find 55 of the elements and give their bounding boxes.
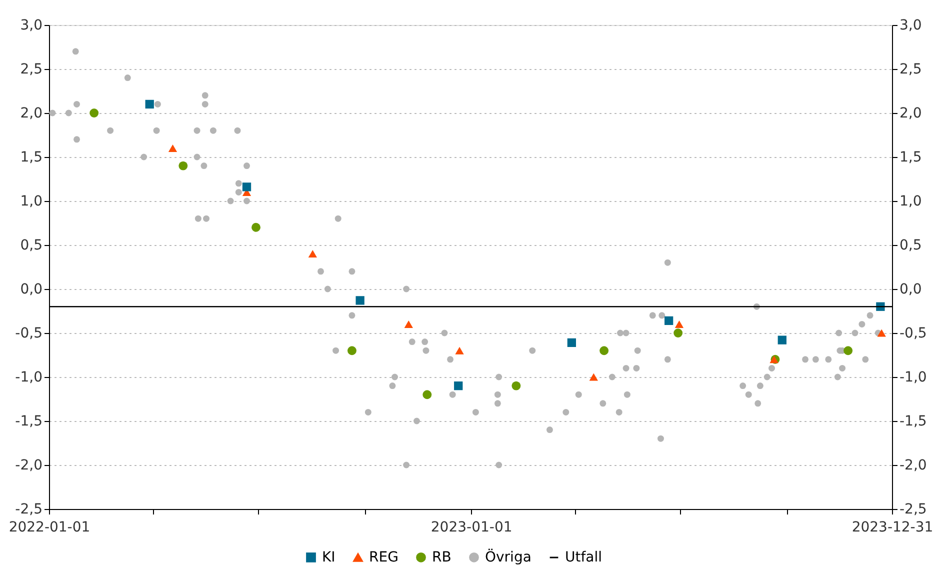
y2-tick-label: 0,5 xyxy=(900,238,922,254)
point xyxy=(242,182,252,192)
y-tick-label: 3,0 xyxy=(20,18,42,34)
x-tick-label: 2022-01-01 xyxy=(8,520,90,536)
y2-tick-label: -2,0 xyxy=(900,458,927,474)
point xyxy=(404,320,413,328)
y2-tick-label: 1,0 xyxy=(900,194,922,210)
point xyxy=(512,381,521,390)
y-tick-label: 2,5 xyxy=(20,62,42,78)
point xyxy=(252,222,260,232)
point xyxy=(877,329,886,337)
y2-tick-label: 2,0 xyxy=(900,106,922,122)
y-tick-label: 2,0 xyxy=(20,106,42,122)
point xyxy=(422,390,432,400)
point xyxy=(844,346,853,356)
point xyxy=(778,336,786,344)
point xyxy=(567,338,576,348)
legend-label: Utfall xyxy=(565,550,602,566)
point xyxy=(178,161,188,170)
y-tick-label: -0,5 xyxy=(15,326,42,342)
y-tick-label: -2,0 xyxy=(15,458,42,474)
point xyxy=(455,346,464,354)
point xyxy=(168,144,178,152)
y-tick-label: -1,0 xyxy=(15,370,42,386)
point xyxy=(674,328,683,338)
point xyxy=(348,346,356,356)
point xyxy=(145,100,154,109)
y-tick-label: -2,5 xyxy=(15,502,42,518)
point xyxy=(90,108,99,118)
y2-tick-label: 0,0 xyxy=(900,282,922,298)
y2-tick-label: -0,5 xyxy=(900,326,927,342)
point xyxy=(454,381,463,390)
y2-tick-label: 3,0 xyxy=(900,18,922,34)
point xyxy=(589,373,598,381)
y2-tick-label: -1,5 xyxy=(900,414,927,430)
point xyxy=(674,320,684,328)
point xyxy=(664,316,674,326)
x-tick-label: 2023-01-01 xyxy=(430,520,512,536)
point xyxy=(600,346,609,356)
legend-label: KI xyxy=(322,549,336,566)
y-tick-label: 0,5 xyxy=(20,238,42,254)
legend-label: REG xyxy=(369,550,398,566)
y2-tick-label: -1,0 xyxy=(900,370,927,386)
y-tick-label: 1,5 xyxy=(20,150,42,166)
point xyxy=(356,296,364,305)
y2-tick-label: -2,5 xyxy=(900,502,927,518)
y-tick-label: 1,0 xyxy=(20,194,42,210)
y-tick-label: 0,0 xyxy=(20,282,42,298)
point xyxy=(308,250,317,258)
x-tick-label: 2023-12-31 xyxy=(852,520,934,536)
legend-label: Övriga xyxy=(485,548,532,566)
y2-tick-label: 1,5 xyxy=(900,150,922,166)
y-tick-label: -1,5 xyxy=(15,414,42,430)
y2-tick-label: 2,5 xyxy=(900,62,922,78)
legend-label: RB xyxy=(432,549,452,566)
